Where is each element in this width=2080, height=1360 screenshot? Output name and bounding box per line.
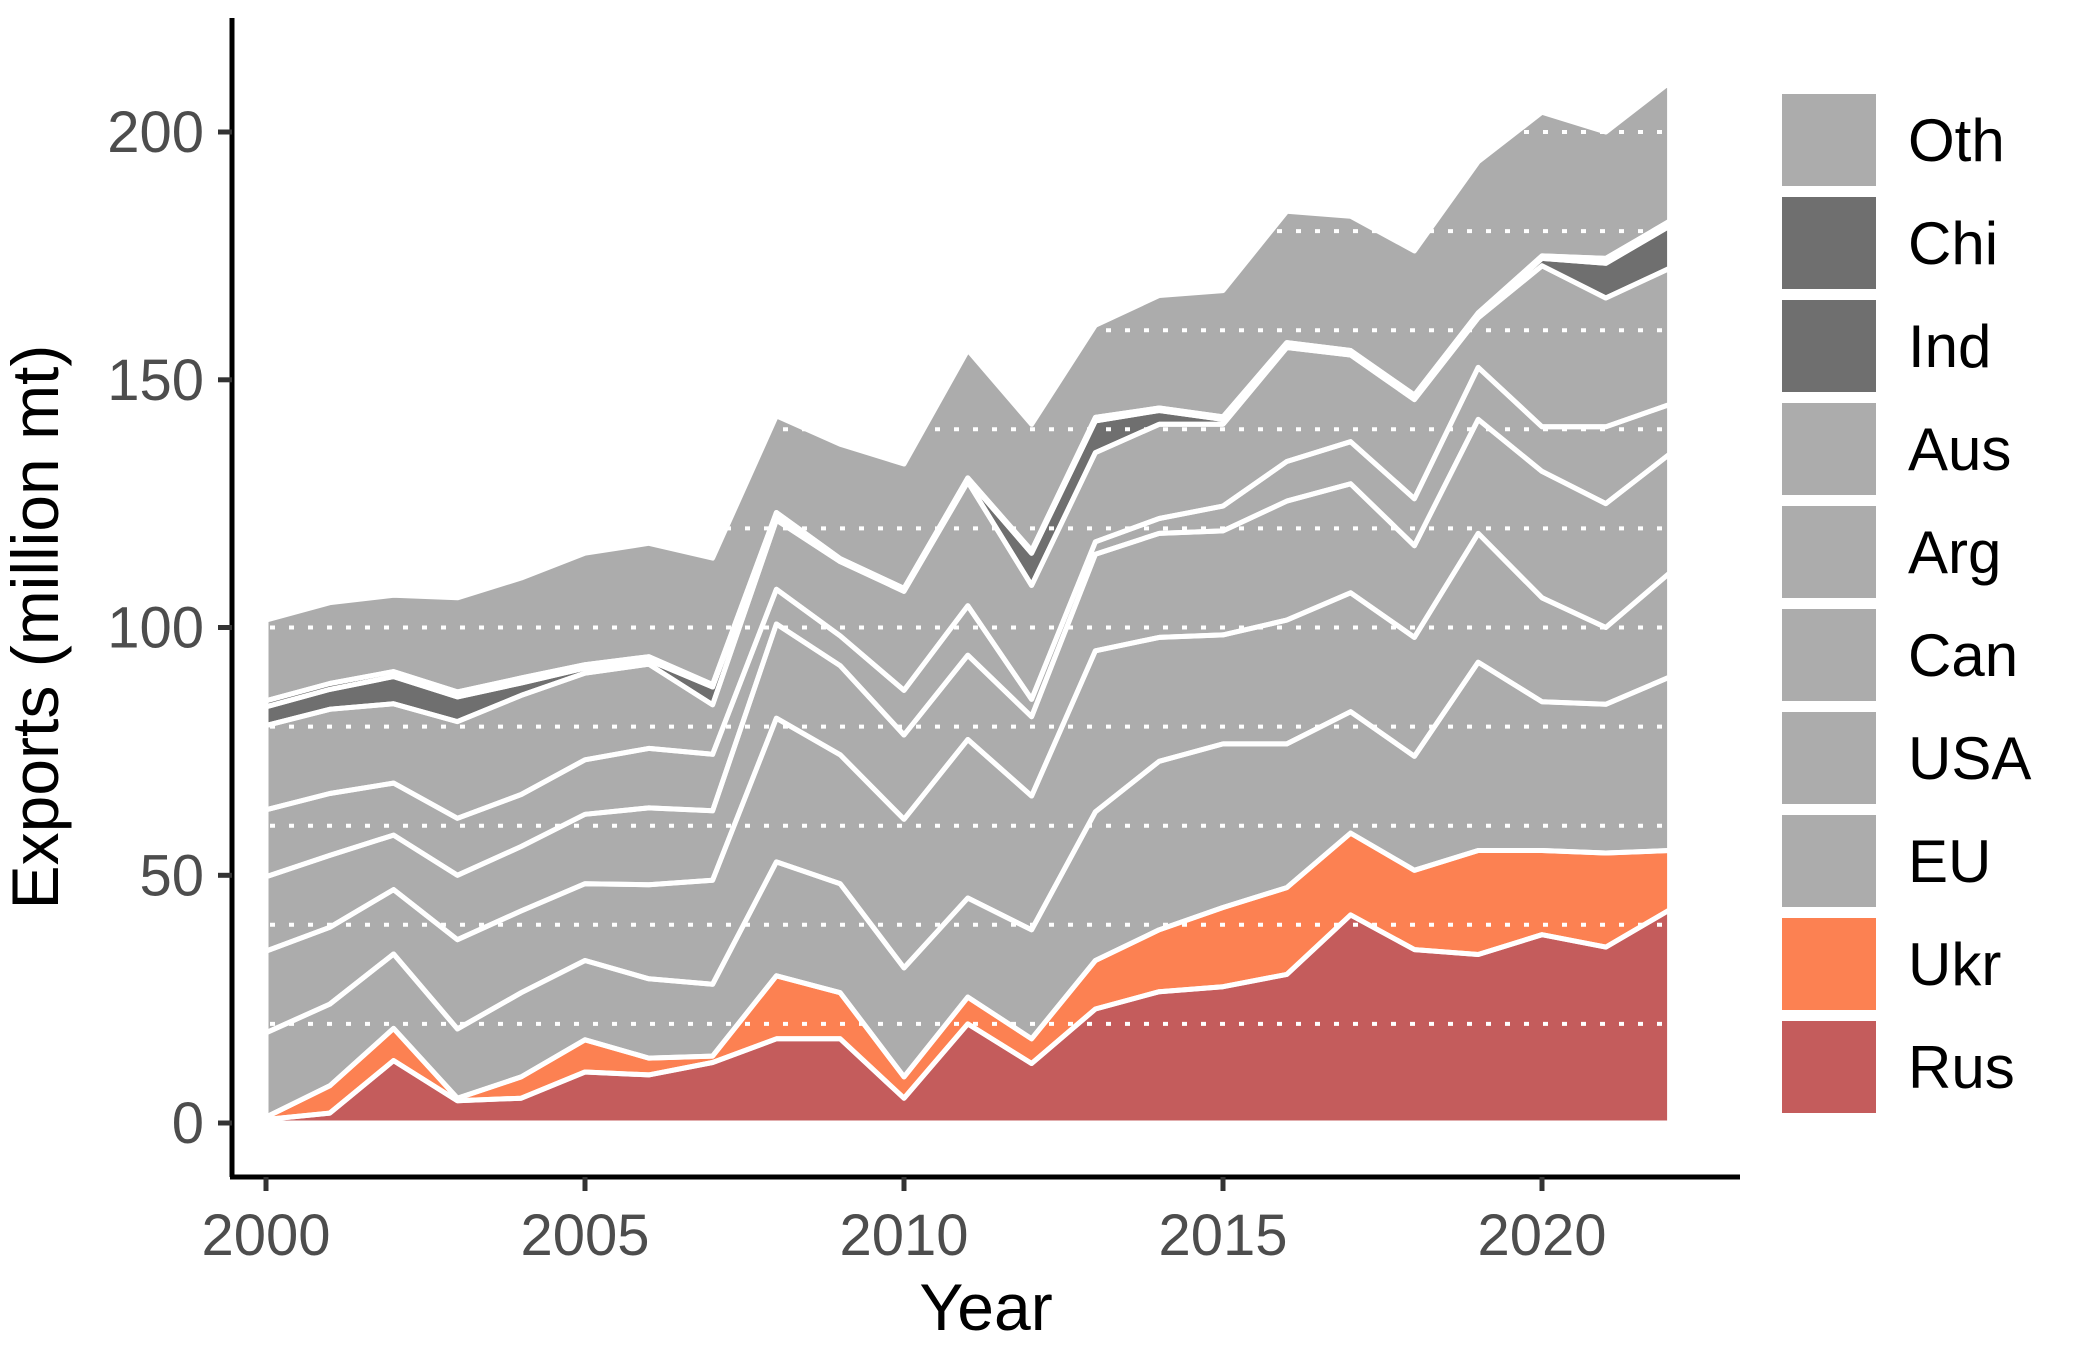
legend-item-arg: Arg xyxy=(1782,506,2001,598)
legend-swatch-ind xyxy=(1782,300,1876,392)
area-layer-oth xyxy=(266,82,1670,701)
y-tick-label-50: 50 xyxy=(139,843,204,908)
legend-swatch-aus xyxy=(1782,403,1876,495)
area-border-oth xyxy=(263,80,1673,704)
axis-lines xyxy=(229,18,1740,1180)
legend-item-can: Can xyxy=(1782,609,2018,701)
y-axis-ticks: 0 50 100 150 200 xyxy=(107,100,232,1156)
legend-label-rus: Rus xyxy=(1908,1034,2015,1101)
area-layer-eu xyxy=(266,662,1670,1118)
x-tick-label-2000: 2000 xyxy=(201,1203,330,1268)
legend-label-oth: Oth xyxy=(1908,107,2005,174)
area-layer-ukr xyxy=(266,833,1670,1120)
x-tick-label-2020: 2020 xyxy=(1477,1203,1606,1268)
legend-swatch-oth xyxy=(1782,94,1876,186)
legend-swatch-can xyxy=(1782,609,1876,701)
x-axis-title: Year xyxy=(919,1270,1052,1344)
legend-item-aus: Aus xyxy=(1782,403,2011,495)
y-tick-label-200: 200 xyxy=(107,100,204,165)
legend-swatch-usa xyxy=(1782,712,1876,804)
y-tick-label-100: 100 xyxy=(107,596,204,661)
legend-item-ukr: Ukr xyxy=(1782,918,2001,1010)
legend-item-eu: EU xyxy=(1782,815,1991,907)
legend-swatch-arg xyxy=(1782,506,1876,598)
y-tick-label-0: 0 xyxy=(172,1091,204,1156)
legend-label-ind: Ind xyxy=(1908,313,1991,380)
y-axis-title: Exports (million mt) xyxy=(0,345,72,910)
x-tick-label-2010: 2010 xyxy=(839,1203,968,1268)
x-tick-label-2015: 2015 xyxy=(1158,1203,1287,1268)
x-axis-ticks: 2000 2005 2010 2015 2020 xyxy=(201,1177,1607,1268)
area-layers xyxy=(266,82,1670,1123)
legend-label-aus: Aus xyxy=(1908,416,2011,483)
legend-label-arg: Arg xyxy=(1908,519,2001,586)
area-layer-arg xyxy=(266,367,1670,877)
area-layer-aus xyxy=(266,265,1670,819)
legend: Oth Chi Ind Aus Arg Can USA EU Ukr Rus xyxy=(1782,94,2031,1113)
legend-label-ukr: Ukr xyxy=(1908,931,2001,998)
legend-item-rus: Rus xyxy=(1782,1021,2015,1113)
legend-swatch-chi xyxy=(1782,197,1876,289)
legend-swatch-eu xyxy=(1782,815,1876,907)
x-tick-label-2005: 2005 xyxy=(520,1203,649,1268)
y-tick-label-150: 150 xyxy=(107,348,204,413)
area-layer-borders xyxy=(263,80,1673,1126)
legend-label-usa: USA xyxy=(1908,725,2031,792)
legend-label-eu: EU xyxy=(1908,828,1991,895)
legend-item-usa: USA xyxy=(1782,712,2031,804)
legend-swatch-ukr xyxy=(1782,918,1876,1010)
legend-item-ind: Ind xyxy=(1782,300,1991,392)
area-layer-rus xyxy=(266,909,1670,1123)
dotted-gridlines xyxy=(232,130,1740,1026)
area-layer-usa xyxy=(266,533,1670,1033)
area-layer-can xyxy=(266,419,1670,952)
legend-item-oth: Oth xyxy=(1782,94,2005,186)
legend-swatch-rus xyxy=(1782,1021,1876,1113)
legend-label-chi: Chi xyxy=(1908,210,1998,277)
legend-label-can: Can xyxy=(1908,622,2018,689)
legend-item-chi: Chi xyxy=(1782,197,1998,289)
